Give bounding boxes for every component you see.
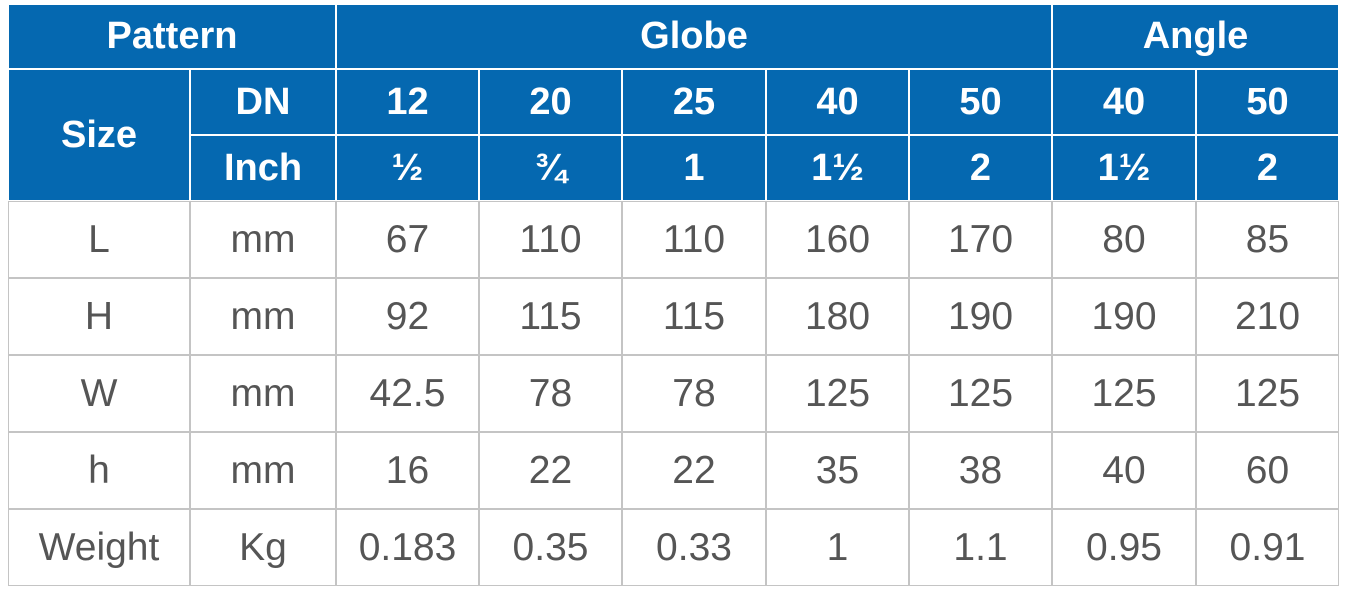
value-cell: 0.91 (1196, 509, 1339, 586)
value-cell: 1.1 (909, 509, 1052, 586)
globe-header: Globe (336, 4, 1052, 69)
value-cell: 160 (766, 201, 909, 278)
value-cell: 78 (479, 355, 622, 432)
value-cell: 110 (622, 201, 766, 278)
unit: mm (190, 201, 336, 278)
row-label: W (8, 355, 190, 432)
value-cell: 180 (766, 278, 909, 355)
inch-value: ¾ (479, 135, 622, 201)
dn-value: 20 (479, 69, 622, 135)
inch-value: 2 (1196, 135, 1339, 201)
inch-value: 1½ (766, 135, 909, 201)
value-cell: 60 (1196, 432, 1339, 509)
value-cell: 42.5 (336, 355, 479, 432)
unit: mm (190, 278, 336, 355)
value-cell: 92 (336, 278, 479, 355)
unit: mm (190, 355, 336, 432)
value-cell: 1 (766, 509, 909, 586)
pattern-header: Pattern (8, 4, 336, 69)
dn-value: 50 (1196, 69, 1339, 135)
dn-value: 12 (336, 69, 479, 135)
value-cell: 110 (479, 201, 622, 278)
unit: mm (190, 432, 336, 509)
inch-value: 1½ (1052, 135, 1196, 201)
dn-value: 40 (766, 69, 909, 135)
dn-value: 40 (1052, 69, 1196, 135)
value-cell: 85 (1196, 201, 1339, 278)
row-label: H (8, 278, 190, 355)
value-cell: 67 (336, 201, 479, 278)
inch-value: 1 (622, 135, 766, 201)
value-cell: 210 (1196, 278, 1339, 355)
value-cell: 40 (1052, 432, 1196, 509)
angle-header: Angle (1052, 4, 1339, 69)
inch-value: 2 (909, 135, 1052, 201)
value-cell: 115 (622, 278, 766, 355)
value-cell: 125 (1196, 355, 1339, 432)
row-label: h (8, 432, 190, 509)
value-cell: 0.33 (622, 509, 766, 586)
size-header: Size (8, 69, 190, 201)
value-cell: 170 (909, 201, 1052, 278)
inch-value: ½ (336, 135, 479, 201)
value-cell: 115 (479, 278, 622, 355)
value-cell: 0.35 (479, 509, 622, 586)
value-cell: 125 (1052, 355, 1196, 432)
value-cell: 38 (909, 432, 1052, 509)
row-label: Weight (8, 509, 190, 586)
dn-value: 50 (909, 69, 1052, 135)
value-cell: 22 (479, 432, 622, 509)
value-cell: 190 (1052, 278, 1196, 355)
value-cell: 125 (766, 355, 909, 432)
value-cell: 35 (766, 432, 909, 509)
unit: Kg (190, 509, 336, 586)
value-cell: 78 (622, 355, 766, 432)
value-cell: 80 (1052, 201, 1196, 278)
value-cell: 190 (909, 278, 1052, 355)
value-cell: 0.183 (336, 509, 479, 586)
value-cell: 0.95 (1052, 509, 1196, 586)
value-cell: 125 (909, 355, 1052, 432)
dn-header: DN (190, 69, 336, 135)
value-cell: 22 (622, 432, 766, 509)
inch-header: Inch (190, 135, 336, 201)
row-label: L (8, 201, 190, 278)
dn-value: 25 (622, 69, 766, 135)
value-cell: 16 (336, 432, 479, 509)
